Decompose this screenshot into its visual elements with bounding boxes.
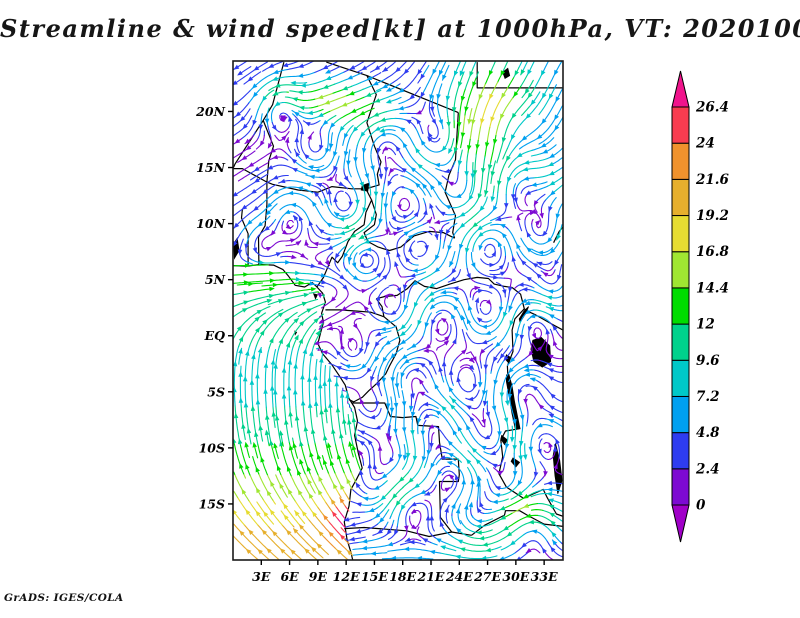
- colorbar-label: 14.4: [696, 280, 729, 296]
- country-border: [444, 112, 459, 239]
- colorbar-label: 19.2: [696, 208, 729, 224]
- country-border: [262, 120, 275, 183]
- lake: [510, 457, 521, 468]
- x-axis-label: 21E: [417, 569, 445, 584]
- colorbar-label: 4.8: [696, 425, 720, 441]
- x-axis-label: 30E: [502, 569, 529, 584]
- colorbar-segment: [671, 468, 690, 506]
- grads-credit: GrADS: IGES/COLA: [4, 592, 124, 604]
- lake: [360, 182, 370, 192]
- country-border: [348, 316, 401, 403]
- x-axis-label: 18E: [389, 569, 416, 584]
- colorbar-segment: [671, 395, 690, 434]
- y-axis-label: 5S: [207, 384, 225, 399]
- x-axis-label: 9E: [309, 569, 328, 584]
- country-border: [240, 208, 249, 267]
- colorbar-segment: [671, 142, 690, 180]
- y-axis-label: EQ: [204, 328, 226, 343]
- colorbar-segment: [671, 359, 690, 397]
- lake: [312, 293, 318, 300]
- y-axis-label: 15S: [199, 496, 225, 511]
- y-axis-label: 15N: [196, 160, 225, 175]
- x-axis-label: 15E: [361, 569, 388, 584]
- colorbar-label: 21.6: [695, 172, 729, 188]
- y-axis-label: 20N: [195, 104, 225, 119]
- lake: [500, 434, 508, 446]
- lake: [502, 67, 511, 79]
- country-border: [257, 182, 268, 266]
- colorbar: 0 2.4 4.8 7.2 9.6 12 14.4 16.8 19.2 21.6 24 26.4: [671, 70, 729, 543]
- colorbar-label: 12: [696, 317, 715, 333]
- country-border: [363, 199, 455, 252]
- colorbar-label: 0: [696, 498, 706, 514]
- colorbar-label: 7.2: [696, 389, 720, 405]
- x-axis-label: 12E: [333, 569, 360, 584]
- colorbar-label: 24: [695, 136, 715, 152]
- colorbar-under-arrow: [671, 504, 690, 543]
- map-frame: [232, 60, 564, 561]
- colorbar-segment: [671, 178, 690, 217]
- country-border: [471, 510, 563, 536]
- colorbar-label: 16.8: [696, 244, 729, 260]
- colorbar-segment: [671, 251, 690, 289]
- x-axis-label: 33E: [531, 569, 558, 584]
- x-axis-label: 27E: [473, 569, 501, 584]
- colorbar-segment: [671, 323, 690, 361]
- colorbar-segment: [671, 215, 690, 253]
- streamlines-layer: [233, 61, 563, 560]
- colorbar-segment: [671, 287, 690, 325]
- y-axis-label: 10N: [196, 216, 225, 231]
- chart-title: Streamline & wind speed[kt] at 1000hPa, …: [0, 14, 800, 43]
- colorbar-label: 2.4: [695, 461, 720, 477]
- colorbar-over-arrow: [671, 70, 690, 108]
- y-axis-label: 10S: [199, 440, 225, 455]
- country-border: [526, 310, 563, 331]
- country-border: [553, 226, 563, 243]
- colorbar-segment: [671, 106, 690, 144]
- colorbar-segment: [671, 432, 690, 470]
- colorbar-label: 9.6: [696, 353, 720, 369]
- x-axis-label: 24E: [445, 569, 473, 584]
- y-axis-label: 5N: [205, 272, 226, 287]
- x-axis-label: 3E: [252, 569, 271, 584]
- country-border: [344, 526, 472, 538]
- colorbar-label: 26.4: [695, 100, 729, 116]
- x-axis-label: 6E: [280, 569, 299, 584]
